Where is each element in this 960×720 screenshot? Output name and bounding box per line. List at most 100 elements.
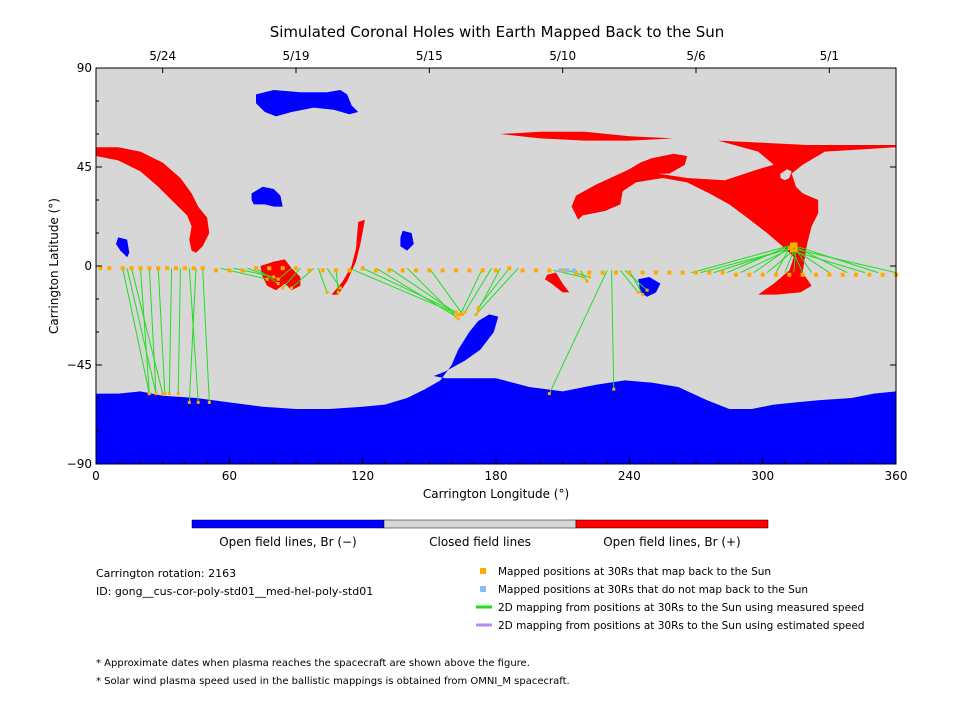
x-tick-label-1: 60 — [222, 469, 237, 483]
measured-mapping-line-46 — [766, 248, 797, 273]
footpoint-36 — [612, 387, 616, 391]
footpoint-43 — [792, 242, 796, 246]
measured-mapping-line-30 — [477, 267, 510, 309]
footpoint-54 — [790, 249, 794, 253]
top-tick-label-0: 5/24 — [149, 49, 176, 63]
footpoint-42 — [787, 246, 791, 250]
measured-mapping-line-50 — [791, 248, 804, 273]
y-tick-label-4: 90 — [77, 61, 92, 75]
footpoint-30 — [476, 306, 480, 310]
measured-mapping-line-18 — [317, 268, 328, 293]
measured-mapping-line-56 — [791, 247, 897, 274]
negative-open-field-regions — [96, 90, 896, 464]
mapped-point-41 — [600, 270, 605, 275]
mapped-point-52 — [747, 272, 752, 277]
legend-swatch-1 — [480, 586, 486, 592]
mapped-point-7 — [165, 266, 170, 271]
mapping-legend: Mapped positions at 30Rs that map back t… — [476, 566, 865, 632]
y-tick-label-3: 45 — [77, 160, 92, 174]
mapped-point-58 — [827, 272, 832, 277]
measured-mapping-line-6 — [168, 268, 173, 394]
measured-mapping-line-54 — [791, 250, 866, 274]
footpoint-35 — [547, 392, 551, 396]
unmapped-point-0 — [558, 268, 563, 273]
measured-mapping-line-48 — [784, 250, 795, 273]
footpoint-4 — [154, 392, 158, 396]
closed-island-1 — [780, 169, 792, 181]
measured-mapping-line-14 — [255, 267, 279, 285]
top-tick-label-2: 5/15 — [416, 49, 443, 63]
measured-mapping-line-37 — [620, 270, 639, 293]
y-tick-label-1: −45 — [67, 358, 92, 372]
measured-mapping-line-2 — [131, 268, 164, 394]
closed-field-islands — [780, 169, 796, 317]
measured-mapping-line-39 — [628, 270, 644, 295]
measured-mapping-line-40 — [691, 243, 797, 274]
footpoint-40 — [794, 242, 798, 246]
footpoint-25 — [456, 317, 460, 321]
legend-label-0: Mapped positions at 30Rs that map back t… — [498, 566, 771, 578]
x-axis: 0 60 120 180 240 300 360 — [92, 458, 907, 483]
x-tick-label-3: 180 — [485, 469, 508, 483]
footpoint-37 — [636, 290, 640, 294]
positive-open-region-0 — [96, 147, 210, 253]
measured-mapping-line-33 — [566, 269, 590, 278]
footpoint-10 — [207, 400, 211, 404]
measured-mapping-line-16 — [282, 267, 301, 289]
closed-island-0 — [784, 301, 796, 317]
footpoint-9 — [187, 400, 191, 404]
color-bar-label-0: Open field lines, Br (−) — [219, 535, 357, 549]
mapped-point-30 — [454, 268, 458, 273]
footpoint-45 — [790, 244, 794, 248]
color-bar-label-1: Closed field lines — [429, 535, 531, 549]
mapped-point-14 — [240, 268, 245, 273]
measured-mapping-line-24 — [389, 267, 459, 315]
measured-mapping-line-10 — [202, 268, 210, 403]
note-dates: * Approximate dates when plasma reaches … — [96, 658, 530, 669]
mapped-point-32 — [480, 268, 485, 273]
mapped-point-25 — [387, 268, 392, 273]
note-speed-source: * Solar wind plasma speed used in the ba… — [96, 676, 570, 687]
measured-mapping-line-44 — [740, 245, 797, 274]
negative-open-region-3 — [116, 237, 130, 258]
mapped-point-12 — [214, 268, 218, 273]
mapped-point-44 — [640, 270, 645, 275]
color-bar-segment-0 — [191, 519, 385, 529]
footpoint-24 — [456, 312, 460, 316]
x-tick-label-2: 120 — [351, 469, 374, 483]
mapped-point-24 — [374, 268, 378, 273]
footpoint-18 — [325, 290, 329, 294]
carrington-rotation-text: Carrington rotation: 2163 — [96, 567, 236, 580]
footpoint-16 — [281, 286, 285, 290]
top-tick-label-5: 5/1 — [820, 49, 839, 63]
measured-mapping-line-9 — [188, 268, 197, 403]
measured-mapping-line-42 — [713, 247, 790, 274]
mapped-point-34 — [507, 266, 512, 271]
footpoint-38 — [645, 288, 649, 292]
mapped-position-points — [98, 242, 898, 404]
footpoint-5 — [163, 392, 167, 396]
footpoint-53 — [792, 244, 796, 248]
mapped-point-38 — [560, 268, 565, 273]
footpoint-27 — [458, 312, 462, 316]
mapped-point-9 — [182, 266, 187, 271]
mapped-point-43 — [627, 270, 632, 275]
x-axis-label: Carrington Longitude (°) — [423, 487, 569, 501]
legend-label-1: Mapped positions at 30Rs that do not map… — [498, 584, 808, 596]
mapped-point-42 — [614, 270, 618, 275]
top-date-axis: 5/24 5/19 5/15 5/10 5/6 5/1 — [149, 49, 839, 73]
mapped-point-29 — [440, 268, 445, 273]
footpoint-48 — [792, 249, 796, 253]
measured-mapping-line-4 — [148, 268, 157, 394]
mapped-point-16 — [267, 266, 272, 271]
mapped-point-0 — [98, 266, 103, 271]
mapped-point-11 — [200, 266, 205, 271]
mapped-point-15 — [254, 266, 258, 271]
measured-mapping-line-28 — [464, 267, 492, 313]
negative-open-region-2 — [251, 186, 283, 207]
footpoint-20 — [336, 290, 340, 294]
mapped-point-54 — [774, 272, 778, 277]
top-tick-label-3: 5/10 — [549, 49, 576, 63]
measured-mapping-line-7 — [177, 268, 181, 394]
mapped-point-17 — [280, 266, 285, 271]
